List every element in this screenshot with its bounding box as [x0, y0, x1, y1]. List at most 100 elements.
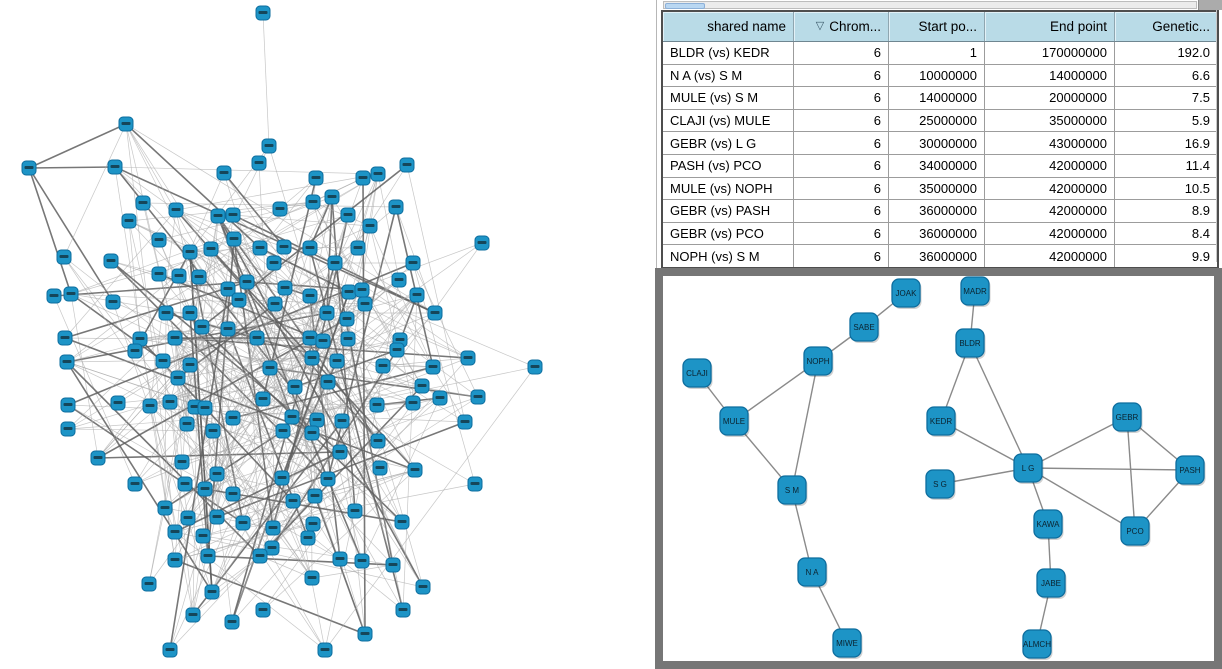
main-network-view[interactable]	[0, 0, 656, 669]
table-row[interactable]: GEBR (vs) PASH 6 36000000 42000000 8.9	[663, 200, 1217, 223]
network-edge	[211, 294, 418, 593]
table-cell[interactable]: 42000000	[985, 222, 1115, 245]
table-cell[interactable]: 8.4	[1115, 223, 1217, 245]
table-cell[interactable]: 11.4	[1115, 155, 1217, 177]
network-node[interactable]	[797, 557, 827, 587]
network-node[interactable]	[891, 278, 921, 308]
table-cell[interactable]: 192.0	[1115, 42, 1217, 64]
table-cell[interactable]: GEBR (vs) PASH	[663, 200, 794, 222]
network-node[interactable]	[960, 276, 990, 306]
table-cell[interactable]: PASH (vs) PCO	[663, 154, 794, 177]
network-node[interactable]	[1112, 402, 1142, 432]
network-edge[interactable]	[1126, 416, 1136, 532]
table-cell[interactable]: NOPH (vs) S M	[663, 245, 794, 267]
table-cell[interactable]: 8.9	[1115, 200, 1217, 222]
table-cell[interactable]: 14000000	[889, 87, 985, 109]
table-cell[interactable]: 6	[794, 42, 889, 64]
table-cell[interactable]: 30000000	[889, 132, 985, 154]
table-cell[interactable]: 6.6	[1115, 65, 1217, 87]
network-node[interactable]	[719, 406, 749, 436]
table-cell[interactable]: 6	[794, 222, 889, 245]
table-cell[interactable]: 6	[794, 64, 889, 87]
table-row[interactable]: MULE (vs) NOPH 6 35000000 42000000 10.5	[663, 177, 1217, 201]
table-cell[interactable]: MULE (vs) S M	[663, 87, 794, 109]
table-row[interactable]: PASH (vs) PCO 6 34000000 42000000 11.4	[663, 154, 1217, 178]
filter-funnel-icon[interactable]: ▽	[815, 20, 825, 32]
table-cell[interactable]: 10.5	[1115, 178, 1217, 200]
table-cell[interactable]: 25000000	[889, 109, 985, 132]
table-cell[interactable]: 35000000	[985, 109, 1115, 132]
table-cell[interactable]: 1	[889, 42, 985, 64]
network-node[interactable]	[1013, 453, 1043, 483]
network-edge[interactable]	[1027, 467, 1136, 532]
table-cell[interactable]: 42000000	[985, 200, 1115, 222]
table-cell[interactable]: 6	[794, 87, 889, 109]
table-cell[interactable]: 10000000	[889, 64, 985, 87]
table-row[interactable]: NOPH (vs) S M 6 36000000 42000000 9.9	[663, 245, 1217, 267]
network-node[interactable]	[1036, 568, 1066, 598]
table-cell[interactable]: BLDR (vs) KEDR	[663, 42, 794, 64]
table-cell[interactable]: CLAJI (vs) MULE	[663, 109, 794, 132]
node-label: SABE	[853, 323, 874, 332]
table-cell[interactable]: 36000000	[889, 245, 985, 267]
network-edge[interactable]	[1027, 467, 1191, 471]
network-node[interactable]	[1175, 455, 1205, 485]
column-header[interactable]: shared name	[663, 12, 794, 41]
network-node[interactable]	[925, 469, 955, 499]
table-cell[interactable]: MULE (vs) NOPH	[663, 177, 794, 200]
network-node[interactable]	[926, 406, 956, 436]
network-node[interactable]	[1120, 516, 1150, 546]
column-header[interactable]: Start po...	[889, 12, 985, 41]
subnetwork-view[interactable]: JOAK MADR SABE NOPH BLDR CLAJI MULE KEDR GEBR S M…	[663, 276, 1214, 661]
table-cell[interactable]: 6	[794, 154, 889, 177]
scrollbar-thumb[interactable]	[665, 3, 705, 9]
network-node[interactable]	[682, 358, 712, 388]
network-node[interactable]	[777, 475, 807, 505]
table-cell[interactable]: GEBR (vs) PCO	[663, 222, 794, 245]
table-row[interactable]: MULE (vs) S M 6 14000000 20000000 7.5	[663, 87, 1217, 110]
node-label-smudge	[373, 439, 383, 442]
network-node[interactable]	[955, 328, 985, 358]
table-horizontal-scrollbar[interactable]	[663, 1, 1197, 9]
network-node[interactable]	[803, 346, 833, 376]
table-cell[interactable]: 6	[794, 177, 889, 200]
network-node[interactable]	[1022, 629, 1052, 659]
network-edge[interactable]	[791, 360, 819, 491]
table-cell[interactable]: GEBR (vs) L G	[663, 132, 794, 154]
network-edge[interactable]	[939, 467, 1029, 485]
table-cell[interactable]: 36000000	[889, 222, 985, 245]
table-cell[interactable]: 35000000	[889, 177, 985, 200]
table-row[interactable]: N A (vs) S M 6 10000000 14000000 6.6	[663, 64, 1217, 88]
table-cell[interactable]: 6	[794, 200, 889, 222]
table-cell[interactable]: 14000000	[985, 64, 1115, 87]
network-node[interactable]	[849, 312, 879, 342]
table-cell[interactable]: 6	[794, 109, 889, 132]
table-row[interactable]: GEBR (vs) PCO 6 36000000 42000000 8.4	[663, 222, 1217, 246]
table-row[interactable]: GEBR (vs) L G 6 30000000 43000000 16.9	[663, 132, 1217, 155]
table-cell[interactable]: 170000000	[985, 42, 1115, 64]
network-node[interactable]	[832, 628, 862, 658]
table-cell[interactable]: 7.5	[1115, 87, 1217, 109]
table-cell[interactable]: 34000000	[889, 154, 985, 177]
table-cell[interactable]: 6	[794, 132, 889, 154]
table-cell[interactable]: 42000000	[985, 177, 1115, 200]
column-header[interactable]: End point	[985, 12, 1115, 41]
network-edge[interactable]	[969, 342, 1029, 469]
table-cell[interactable]: 42000000	[985, 154, 1115, 177]
node-label-smudge	[307, 431, 317, 434]
column-header[interactable]: Genetic...	[1115, 12, 1217, 41]
table-cell[interactable]: 20000000	[985, 87, 1115, 109]
table-cell[interactable]: N A (vs) S M	[663, 64, 794, 87]
table-cell[interactable]: 5.9	[1115, 110, 1217, 132]
table-cell[interactable]: 16.9	[1115, 132, 1217, 154]
table-row[interactable]: BLDR (vs) KEDR 6 1 170000000 192.0	[663, 42, 1217, 65]
table-cell[interactable]: 36000000	[889, 200, 985, 222]
column-header[interactable]: ▽ Chrom...	[794, 12, 889, 41]
table-cell[interactable]: 9.9	[1115, 245, 1217, 267]
table-row[interactable]: CLAJI (vs) MULE 6 25000000 35000000 5.9	[663, 109, 1217, 133]
table-cell[interactable]: 42000000	[985, 245, 1115, 267]
table-cell[interactable]: 43000000	[985, 132, 1115, 154]
table-cell[interactable]: 6	[794, 245, 889, 267]
network-edge[interactable]	[1027, 416, 1128, 469]
network-node[interactable]	[1033, 509, 1063, 539]
